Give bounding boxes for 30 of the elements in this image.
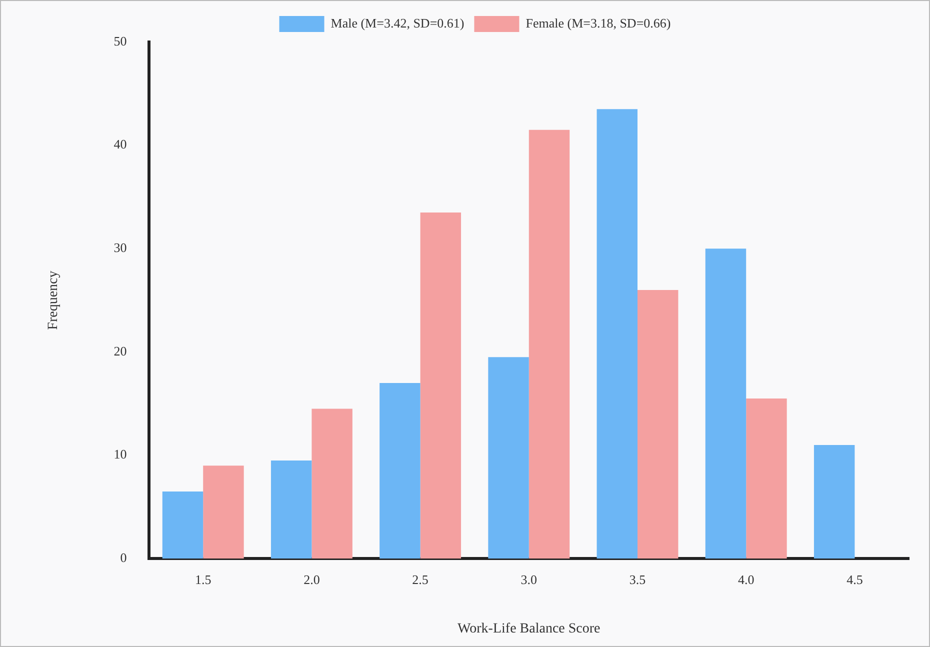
bar <box>705 248 746 559</box>
y-tick-label: 0 <box>120 550 127 566</box>
bar <box>162 491 204 559</box>
x-tick-label: 3.5 <box>629 572 646 587</box>
bar <box>270 460 312 559</box>
y-tick-label: 10 <box>114 446 127 462</box>
x-tick-label: 1.5 <box>194 572 212 587</box>
y-tick-label: 20 <box>114 343 127 358</box>
y-tick-label: 50 <box>114 33 127 48</box>
x-tick-label: 3.0 <box>520 572 538 587</box>
x-tick-label: 2.0 <box>304 572 320 587</box>
y-axis-title: Frequency <box>46 270 62 330</box>
bar <box>638 290 678 559</box>
x-tick-label: 2.5 <box>412 572 428 587</box>
bar <box>312 408 352 559</box>
bar <box>488 357 529 559</box>
x-tick-label: 4.0 <box>738 572 754 587</box>
bar <box>814 444 855 559</box>
bar <box>203 466 244 559</box>
x-tick-label: 4.5 <box>846 572 863 587</box>
y-tick-label: 30 <box>114 240 127 256</box>
legend-label: Male (M=3.42, SD=0.61) <box>330 15 464 30</box>
bar <box>380 382 420 559</box>
x-axis-title: Work-Life Balance Score <box>458 621 600 636</box>
bar <box>528 130 570 559</box>
bar <box>420 212 462 559</box>
legend-label: Female (M=3.18, SD=0.66) <box>526 15 671 30</box>
y-tick-label: 40 <box>114 136 127 152</box>
bar <box>596 109 638 559</box>
bar <box>746 398 787 559</box>
